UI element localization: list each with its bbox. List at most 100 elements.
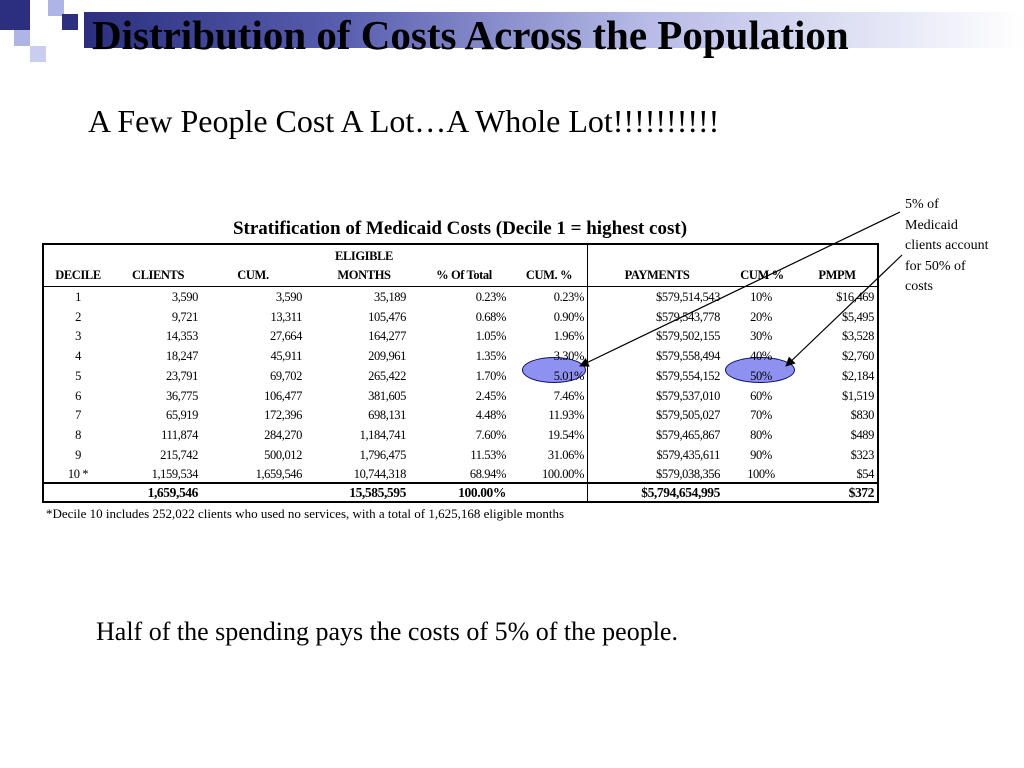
cell-clients: 111,874 bbox=[161, 427, 198, 442]
cell-cum: 13,311 bbox=[270, 309, 302, 324]
cell-payments: $579,554,152 bbox=[656, 368, 720, 383]
cell-decile: 9 bbox=[75, 447, 81, 462]
cell-clients: 18,247 bbox=[166, 349, 198, 364]
table-row: 1 3,590 3,590 35,189 0.23% 0.23% $579,514,543 1… bbox=[44, 287, 877, 307]
cell-pct: 1.05% bbox=[475, 329, 507, 344]
highlight-oval-cum-pct bbox=[522, 357, 586, 383]
cell-pct: 1.70% bbox=[475, 368, 507, 383]
cell-months: 209,961 bbox=[368, 349, 406, 364]
table-row: 8 111,874 284,270 1,184,741 7.60% 19.54% $579,… bbox=[44, 425, 877, 445]
cell-pmpm: $830 bbox=[850, 408, 875, 423]
cell-cum-pay: 80% bbox=[750, 427, 772, 442]
cell-months: 698,131 bbox=[368, 408, 406, 423]
cell-months: 164,277 bbox=[368, 329, 406, 344]
cell-cum-pct: 100.00% bbox=[542, 467, 584, 482]
cell-clients: 215,742 bbox=[160, 447, 198, 462]
cell-cum-pay: 30% bbox=[750, 329, 772, 344]
header-pmpm: PMPM bbox=[818, 268, 856, 282]
cell-cum-pay: 70% bbox=[750, 408, 772, 423]
total-pmpm: $372 bbox=[848, 485, 875, 500]
cell-payments: $579,505,027 bbox=[656, 408, 720, 423]
cell-pct: 0.68% bbox=[475, 309, 507, 324]
total-pct: 100.00% bbox=[458, 485, 506, 500]
cell-cum-pay: 20% bbox=[750, 309, 772, 324]
cell-cum: 3,590 bbox=[275, 290, 303, 304]
table-footnote: *Decile 10 includes 252,022 clients who … bbox=[46, 506, 565, 521]
cell-clients: 36,775 bbox=[166, 388, 198, 403]
cell-pct: 1.35% bbox=[475, 349, 507, 364]
cell-pmpm: $2,184 bbox=[842, 368, 874, 383]
cell-payments: $579,543,778 bbox=[656, 309, 720, 324]
table-row: 2 9,721 13,311 105,476 0.68% 0.90% $579,543,77… bbox=[44, 307, 877, 327]
cell-pct: 68.94% bbox=[469, 467, 507, 482]
cell-cum-pct: 5.01% bbox=[553, 368, 585, 383]
cell-cum: 27,664 bbox=[270, 329, 302, 344]
cell-cum-pay: 100% bbox=[747, 467, 775, 482]
table-row: 10 * 1,159,534 1,659,546 10,744,318 68.94% 10… bbox=[44, 464, 877, 484]
totals-divider bbox=[44, 482, 877, 484]
cell-months: 381,605 bbox=[368, 388, 406, 403]
cell-cum-pay: 90% bbox=[750, 447, 772, 462]
cell-clients: 9,721 bbox=[171, 309, 199, 324]
cell-pmpm: $323 bbox=[850, 447, 875, 462]
cell-decile: 10 * bbox=[67, 467, 89, 482]
header-payments: PAYMENTS bbox=[624, 268, 690, 282]
decorative-square bbox=[62, 14, 78, 30]
cell-clients: 1,159,534 bbox=[151, 467, 199, 482]
table-row: 5 23,791 69,702 265,422 1.70% 5.01% $579,554,1… bbox=[44, 366, 877, 386]
cell-decile: 5 bbox=[75, 368, 81, 383]
table-row: 7 65,919 172,396 698,131 4.48% 11.93% $579,505… bbox=[44, 405, 877, 425]
cell-months: 265,422 bbox=[368, 368, 406, 383]
header-decile: DECILE bbox=[55, 268, 101, 282]
header-pct-total: % Of Total bbox=[436, 268, 492, 282]
cell-cum-pct: 7.46% bbox=[553, 388, 585, 403]
cell-cum-pct: 1.96% bbox=[553, 329, 585, 344]
cell-payments: $579,435,611 bbox=[656, 447, 721, 462]
cell-payments: $579,465,867 bbox=[656, 427, 720, 442]
cell-decile: 6 bbox=[75, 388, 81, 403]
cell-cum-pay: 10% bbox=[750, 290, 772, 304]
cell-cum: 69,702 bbox=[270, 368, 302, 383]
cell-cum-pay: 50% bbox=[750, 368, 772, 383]
header-cum-pay: CUM % bbox=[740, 268, 784, 282]
cell-payments: $579,558,494 bbox=[656, 349, 720, 364]
cell-months: 35,189 bbox=[374, 290, 406, 304]
totals-row: 1,659,546 15,585,595 100.00% $5,794,654,… bbox=[44, 485, 877, 505]
cell-pmpm: $489 bbox=[850, 427, 875, 442]
total-payments: $5,794,654,995 bbox=[641, 485, 720, 500]
cell-decile: 2 bbox=[75, 309, 81, 324]
cell-pct: 0.23% bbox=[475, 290, 507, 304]
header-cum: CUM. bbox=[237, 268, 269, 282]
table-row: 3 14,353 27,664 164,277 1.05% 1.96% $579,502,1… bbox=[44, 326, 877, 346]
cell-pct: 4.48% bbox=[475, 408, 507, 423]
cell-decile: 1 bbox=[75, 290, 81, 304]
total-clients: 1,659,546 bbox=[147, 485, 199, 500]
total-months: 15,585,595 bbox=[349, 485, 406, 500]
header-clients: CLIENTS bbox=[131, 268, 185, 282]
slide-title: Distribution of Costs Across the Populat… bbox=[92, 12, 849, 58]
cell-cum-pay: 40% bbox=[750, 349, 772, 364]
cell-pmpm: $1,519 bbox=[842, 388, 874, 403]
cell-cum: 500,012 bbox=[264, 447, 302, 462]
column-divider bbox=[587, 245, 588, 501]
callout-line: 5% of bbox=[905, 197, 939, 212]
title-gradient-bar bbox=[84, 12, 1024, 48]
cell-cum-pct: 0.23% bbox=[553, 290, 585, 304]
callout-line: clients account bbox=[905, 238, 989, 253]
cell-payments: $579,038,356 bbox=[656, 467, 720, 482]
cell-cum: 284,270 bbox=[264, 427, 302, 442]
cell-pct: 2.45% bbox=[475, 388, 507, 403]
header-cum-pct: CUM. % bbox=[525, 268, 573, 282]
cell-cum-pct: 0.90% bbox=[553, 309, 585, 324]
table-row: 9 215,742 500,012 1,796,475 11.53% 31.06% $579… bbox=[44, 445, 877, 465]
cell-clients: 14,353 bbox=[166, 329, 198, 344]
cost-stratification-table: DECILE CLIENTS CUM. ELIGIBLE MONTHS % Of… bbox=[42, 243, 879, 503]
decorative-square bbox=[48, 0, 64, 16]
cell-cum-pct: 31.06% bbox=[547, 447, 585, 462]
cell-months: 1,184,741 bbox=[359, 427, 407, 442]
cell-pct: 11.53% bbox=[470, 447, 506, 462]
cell-decile: 3 bbox=[75, 329, 81, 344]
cell-cum: 106,477 bbox=[264, 388, 302, 403]
cell-payments: $579,514,543 bbox=[656, 290, 720, 304]
cell-pmpm: $54 bbox=[856, 467, 874, 482]
